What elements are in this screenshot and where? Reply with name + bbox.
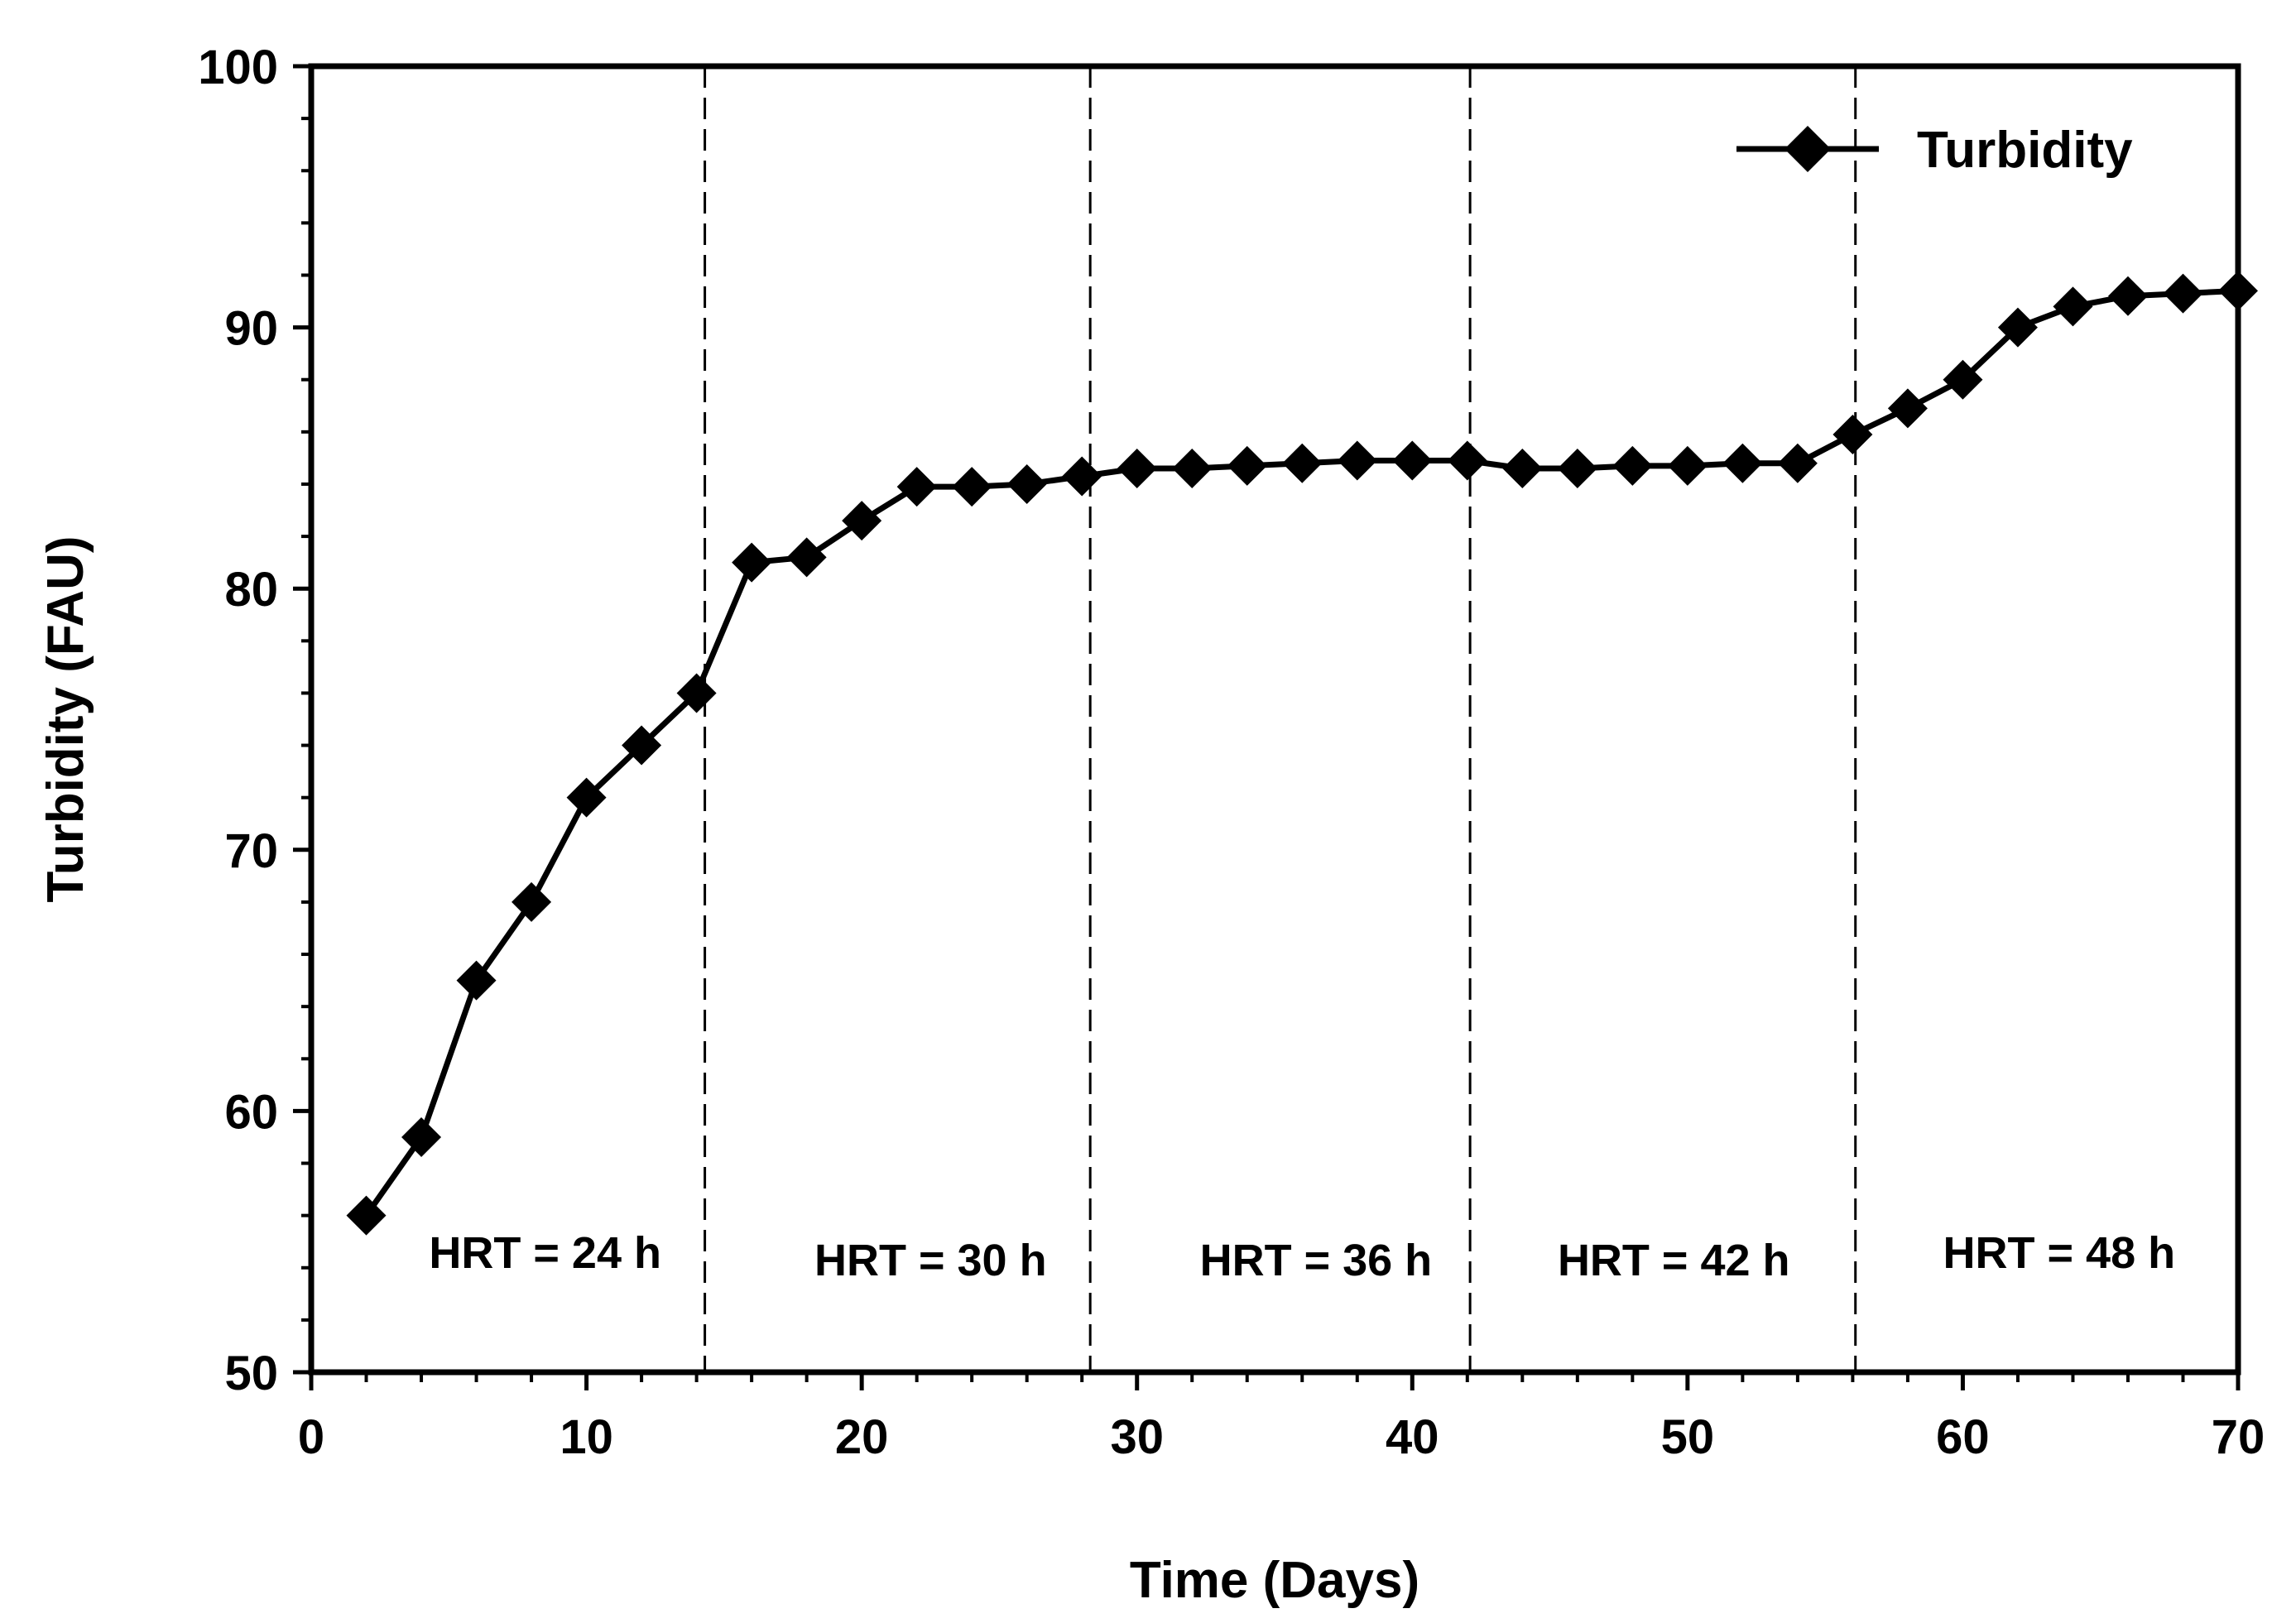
x-tick-label: 0 <box>298 1410 324 1464</box>
data-point <box>732 542 772 583</box>
phase-annotation: HRT = 30 h <box>814 1236 1047 1285</box>
legend: Turbidity <box>1736 122 2133 179</box>
x-tick-label: 10 <box>560 1410 613 1464</box>
y-tick-label: 60 <box>224 1085 278 1139</box>
data-point <box>566 777 607 818</box>
y-tick-label: 70 <box>224 824 278 878</box>
plot-area-frame <box>308 63 2241 1376</box>
data-point <box>1447 440 1487 481</box>
data-point <box>1006 463 1047 504</box>
phase-annotation: HRT = 42 h <box>1558 1236 1790 1285</box>
data-point <box>456 960 497 1001</box>
data-point <box>1337 440 1377 481</box>
data-point <box>1172 449 1213 489</box>
x-tick-label: 60 <box>1936 1410 1990 1464</box>
y-tick-label: 100 <box>198 41 278 94</box>
data-point <box>1612 445 1653 486</box>
data-point <box>1887 388 1928 429</box>
axes: 0 10 20 30 40 50 60 70 50 60 70 80 90 100 <box>198 41 2265 1464</box>
data-point <box>1502 449 1543 489</box>
series-layer <box>346 271 2258 1236</box>
x-tick-label: 20 <box>835 1410 889 1464</box>
data-point <box>1777 443 1818 483</box>
data-point <box>346 1195 387 1236</box>
data-point <box>952 467 992 507</box>
legend-label: Turbidity <box>1917 122 2133 179</box>
data-point <box>401 1116 442 1157</box>
data-point <box>512 881 552 922</box>
data-point <box>2163 273 2203 314</box>
legend-diamond-marker <box>1784 126 1831 172</box>
y-tick-label: 80 <box>224 563 278 617</box>
data-point <box>1997 307 2038 348</box>
data-point <box>1392 440 1433 481</box>
data-point <box>1282 443 1323 483</box>
x-tick-label: 40 <box>1386 1410 1439 1464</box>
y-tick-label: 90 <box>224 302 278 356</box>
phase-annotation: HRT = 48 h <box>1943 1228 2176 1278</box>
data-point <box>786 537 827 578</box>
x-tick-label: 50 <box>1661 1410 1715 1464</box>
data-point <box>676 673 717 713</box>
data-point <box>1943 359 1983 400</box>
data-point <box>2053 286 2093 327</box>
x-axis-title: Time (Days) <box>1130 1552 1419 1609</box>
data-point <box>1557 449 1597 489</box>
x-tick-label: 70 <box>2212 1410 2265 1464</box>
data-point <box>842 501 882 541</box>
data-point <box>1117 449 1157 489</box>
data-point <box>622 725 662 766</box>
phase-annotations: HRT = 24 h HRT = 30 h HRT = 36 h HRT = 42 h… <box>429 1228 2175 1285</box>
data-point <box>1832 414 1873 454</box>
data-point <box>1062 456 1102 497</box>
y-axis-title: Turbidity (FAU) <box>37 535 94 902</box>
phase-annotation: HRT = 24 h <box>429 1228 661 1278</box>
phase-annotation: HRT = 36 h <box>1200 1236 1433 1285</box>
data-point <box>896 467 937 507</box>
data-point <box>1227 445 1267 486</box>
y-tick-label: 50 <box>224 1347 278 1400</box>
phase-dividers <box>704 66 1857 1372</box>
x-tick-label: 30 <box>1110 1410 1164 1464</box>
data-point <box>2107 276 2148 316</box>
data-point <box>1667 445 1708 486</box>
data-point <box>1722 443 1763 483</box>
